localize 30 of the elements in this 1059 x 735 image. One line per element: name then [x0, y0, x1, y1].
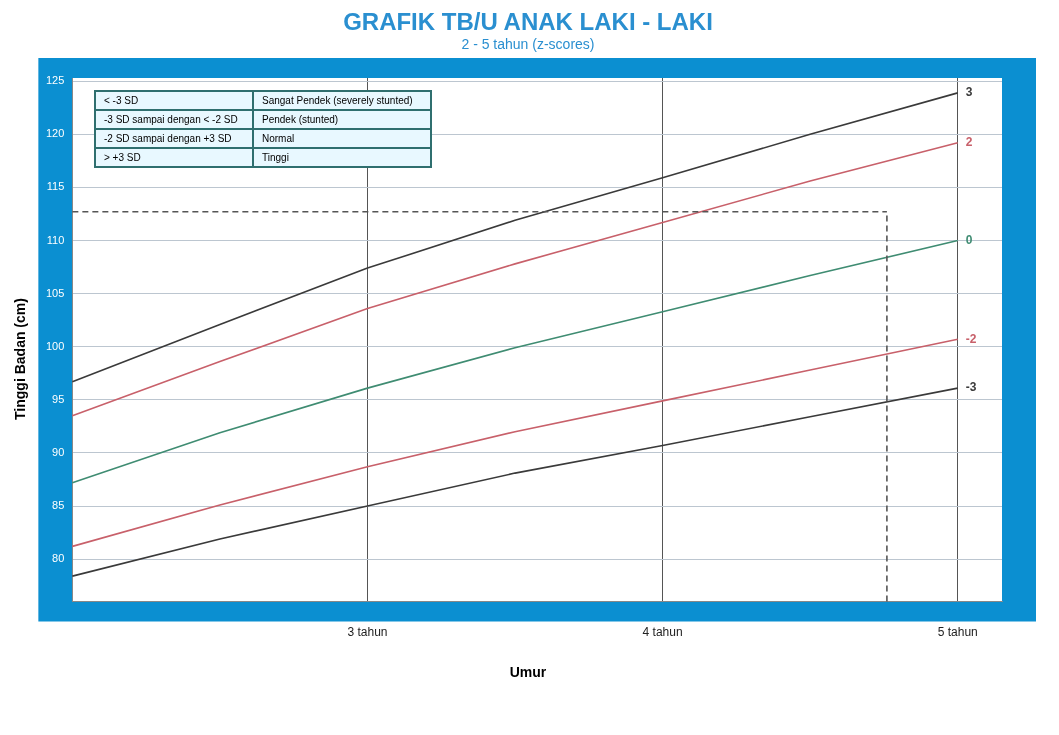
y-tick-label: 95 [52, 392, 65, 405]
annotation: -3 SD sampai dengan < -2 SD [95, 110, 253, 129]
x-tick-label: 5 tahun [937, 625, 978, 640]
chart-subtitle: 2 - 5 tahun (z-scores) [460, 36, 596, 52]
series-label: 2 [965, 135, 973, 150]
y-tick-label: 110 [46, 233, 65, 246]
y-tick-label: 125 [45, 74, 65, 87]
chart-title: GRAFIK TB/U ANAK LAKI - LAKI [342, 8, 714, 36]
annotation: > +3 SD [95, 148, 253, 167]
y-tick-label: 85 [52, 499, 65, 512]
y-tick-label: 115 [46, 180, 65, 193]
y-tick-label: 100 [45, 339, 65, 352]
x-tick-label: 3 tahun [347, 625, 388, 640]
x-tick-label: 4 tahun [642, 625, 683, 640]
annotation: < -3 SD [95, 91, 253, 110]
y-tick-label: 90 [52, 445, 65, 458]
series-label: 3 [965, 85, 973, 100]
x-axis-title: Umur [508, 664, 548, 680]
series-label: 0 [965, 232, 973, 247]
y-tick-label: 120 [45, 127, 65, 140]
annotation: Pendek (stunted) [253, 110, 431, 129]
series-label: -2 [965, 331, 977, 346]
annotation: Normal [253, 129, 431, 148]
annotation: -2 SD sampai dengan +3 SD [95, 129, 253, 148]
y-tick-label: 80 [52, 552, 65, 565]
y-tick-label: 105 [45, 286, 65, 299]
series-label: -3 [965, 380, 977, 395]
y-axis-title: Tinggi Badan (cm) [12, 298, 29, 420]
annotation: Tinggi [253, 148, 431, 167]
annotation: Sangat Pendek (severely stunted) [253, 91, 431, 110]
